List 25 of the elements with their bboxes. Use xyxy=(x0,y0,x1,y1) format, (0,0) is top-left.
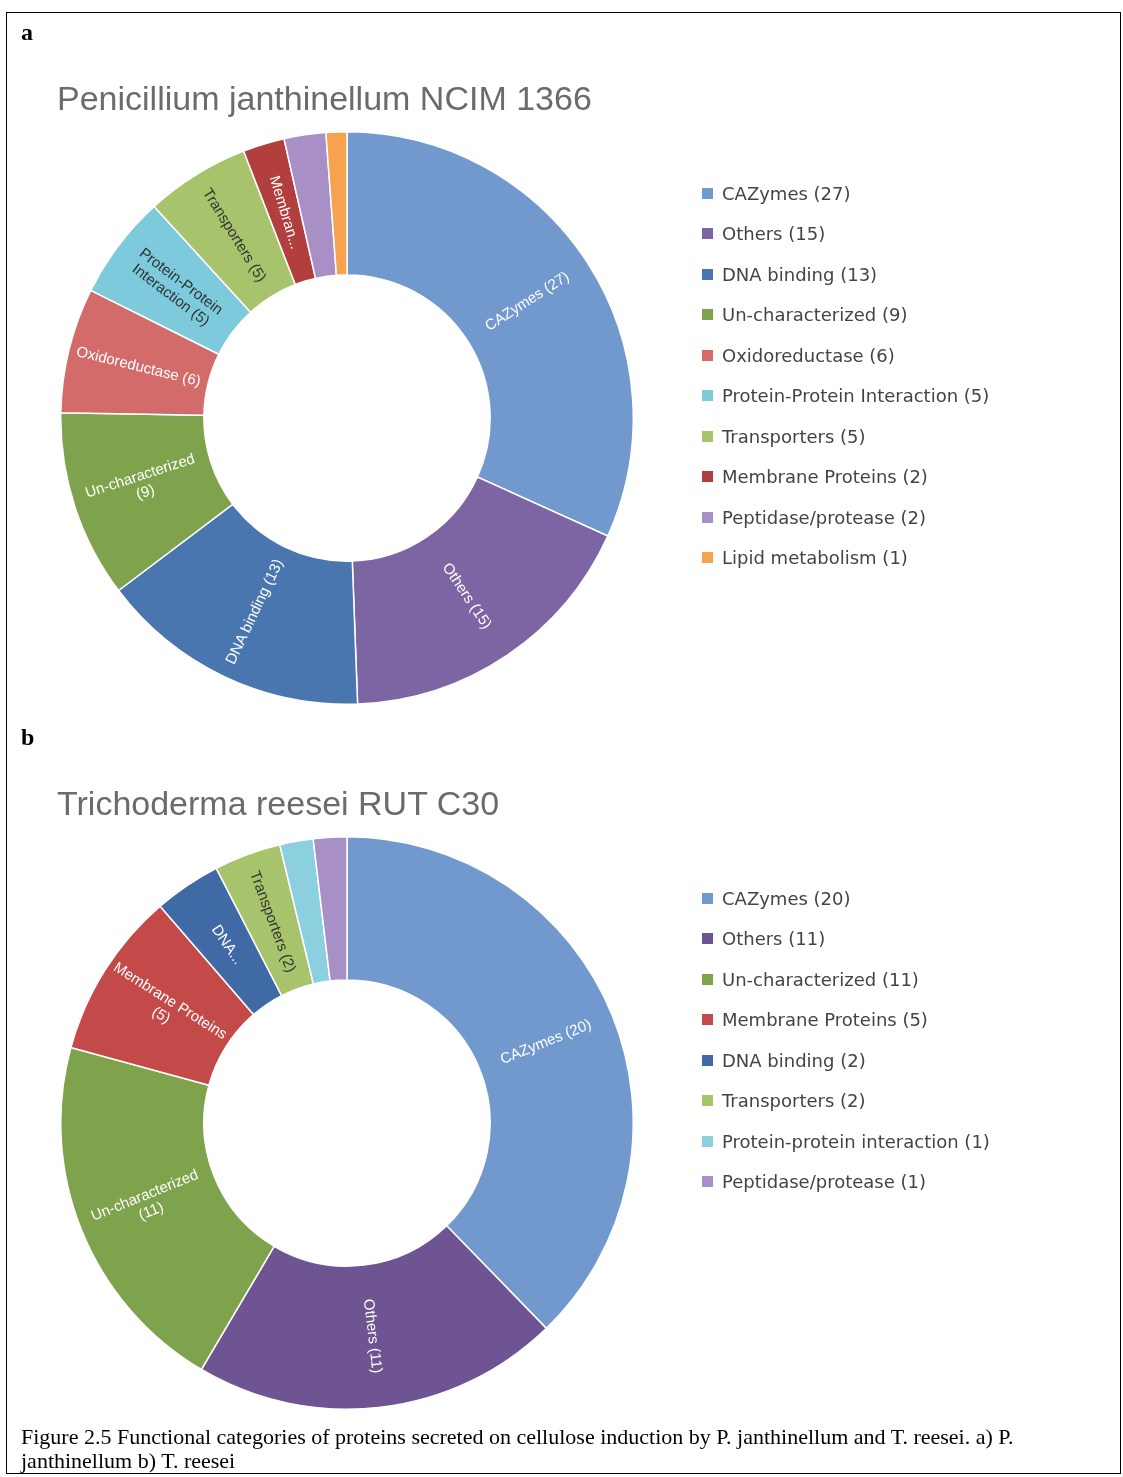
legend-label: Peptidase/protease (2) xyxy=(722,506,927,528)
legend-label: CAZymes (20) xyxy=(722,887,851,909)
legend-label: Membrane Proteins (5) xyxy=(722,1009,928,1031)
chart-title: Trichoderma reesei RUT C30 xyxy=(57,784,500,823)
text: b xyxy=(21,724,35,751)
data-label: Membran... xyxy=(266,173,305,251)
legend-label: Peptidase/protease (1) xyxy=(722,1171,927,1193)
legend-label: Others (11) xyxy=(722,928,826,950)
chart-title: Penicillium janthinellum NCIM 1366 xyxy=(57,79,592,118)
legend-label: Membrane Proteins (2) xyxy=(722,466,928,488)
legend-label: Un-characterized (9) xyxy=(722,304,908,326)
legend-label: Protein-Protein Interaction (5) xyxy=(722,385,990,407)
data-label: Others (11) xyxy=(360,1297,387,1375)
legend-label: Others (15) xyxy=(722,223,826,245)
text: a xyxy=(21,19,33,46)
caption: Figure 2.5 Functional categories of proteins secreted on cellulose induction by P. janthinellum and T. reesei. a) P. janthinellum b) T. reesei xyxy=(21,1424,1015,1473)
legend-label: DNA binding (2) xyxy=(722,1049,866,1071)
legend-label: Transporters (2) xyxy=(722,1090,866,1112)
legend-label: Lipid metabolism (1) xyxy=(722,547,908,569)
legend-label: CAZymes (27) xyxy=(722,182,851,204)
legend-label: Oxidoreductase (6) xyxy=(722,344,895,366)
legend-label: DNA binding (13) xyxy=(722,263,878,285)
legend-label: Un-characterized (11) xyxy=(722,968,919,990)
legend-label: Transporters (5) xyxy=(722,425,866,447)
legend-label: Protein-protein interaction (1) xyxy=(722,1130,990,1152)
